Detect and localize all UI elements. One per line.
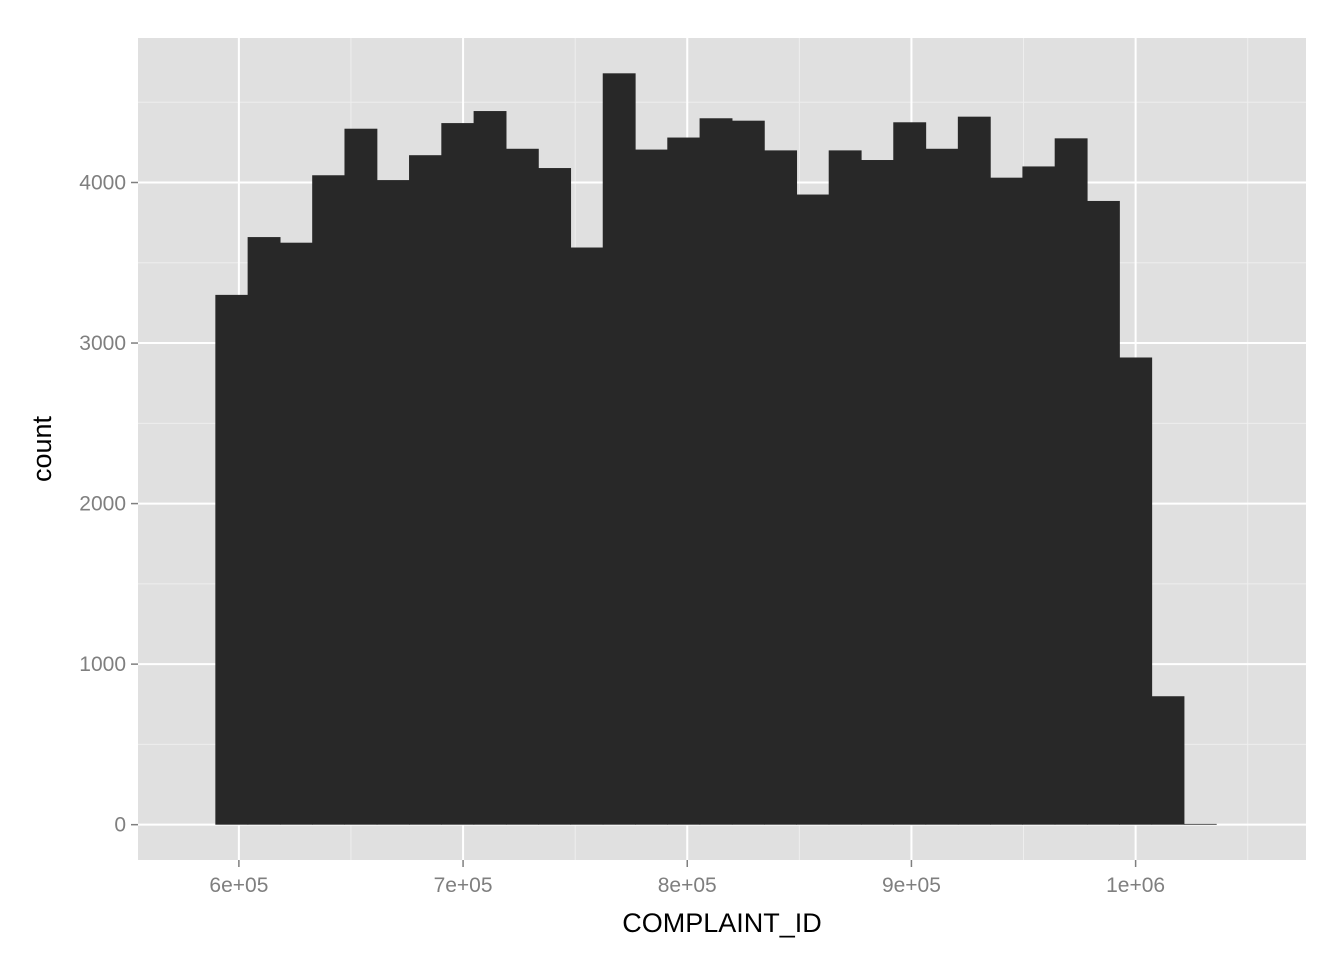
histogram-bar (731, 120, 765, 825)
histogram-bar (602, 73, 636, 825)
histogram-bar (344, 128, 378, 825)
histogram-bar (699, 118, 733, 825)
histogram-bar (893, 122, 927, 825)
y-tick-label: 1000 (79, 653, 126, 676)
histogram-bar (1022, 166, 1056, 825)
histogram-bar (667, 137, 701, 825)
histogram-bar (957, 116, 991, 825)
histogram-bar (279, 242, 313, 825)
histogram-bar (312, 175, 346, 825)
histogram-bar (635, 149, 668, 825)
histogram-bar (570, 247, 604, 825)
y-axis-ticks: 0 1000 2000 3000 4000 (79, 171, 138, 837)
histogram-bar (505, 148, 539, 825)
x-tick-label: 1e+06 (1106, 874, 1165, 897)
histogram-bar (409, 155, 442, 825)
histogram-bar (1119, 357, 1153, 825)
histogram-bar (376, 180, 410, 825)
histogram-bar (247, 237, 281, 825)
histogram-bar (828, 150, 862, 825)
x-tick-label: 8e+05 (658, 874, 717, 897)
histogram-bar (1086, 200, 1120, 825)
histogram-bar (1054, 138, 1088, 825)
x-axis-title: COMPLAINT_ID (622, 908, 822, 938)
y-axis-title: count (27, 415, 57, 482)
y-tick-label: 2000 (79, 493, 126, 516)
histogram-bar (538, 168, 572, 825)
y-tick-label: 0 (114, 814, 126, 837)
histogram-bar (215, 294, 249, 825)
histogram-bar (860, 160, 894, 825)
histogram-bar (796, 194, 830, 825)
histogram-bar (1183, 823, 1217, 825)
x-tick-label: 7e+05 (434, 874, 493, 897)
histogram-bar (990, 177, 1024, 825)
x-tick-label: 6e+05 (209, 874, 268, 897)
y-tick-label: 4000 (79, 171, 126, 194)
histogram-bar (1151, 696, 1185, 825)
histogram-bar (925, 148, 959, 825)
x-axis-ticks: 6e+05 7e+05 8e+05 9e+05 1e+06 (209, 860, 1165, 897)
histogram-bars (215, 73, 1217, 825)
histogram-bar (473, 111, 507, 825)
x-tick-label: 9e+05 (882, 874, 941, 897)
y-tick-label: 3000 (79, 332, 126, 355)
histogram-bar (441, 123, 475, 825)
histogram-bar (764, 150, 798, 825)
